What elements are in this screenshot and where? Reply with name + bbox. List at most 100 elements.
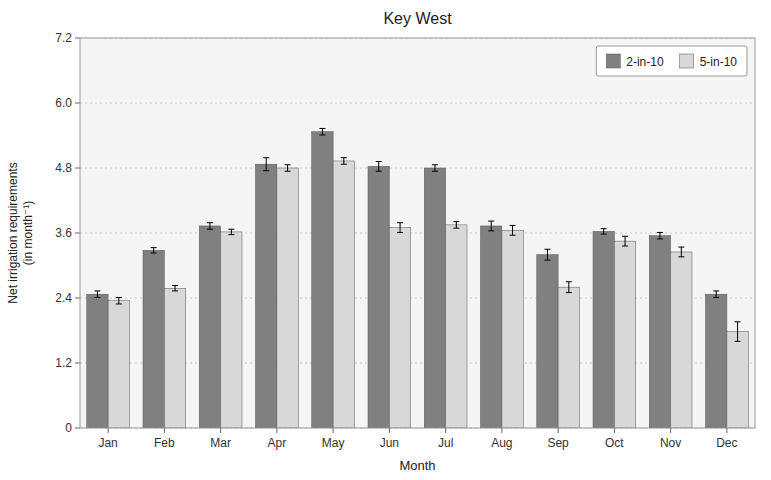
bar xyxy=(312,132,333,428)
error-line xyxy=(231,229,232,234)
x-tick xyxy=(164,428,165,433)
error-line xyxy=(512,225,513,235)
error-cap xyxy=(341,164,347,165)
bar xyxy=(537,255,558,428)
grid xyxy=(80,38,755,428)
error-cap xyxy=(94,297,100,298)
title: Key West xyxy=(383,10,452,27)
x-tick xyxy=(558,428,559,433)
error-bar xyxy=(172,286,178,291)
x-tick-label: Nov xyxy=(660,436,681,450)
error-cap xyxy=(116,297,122,298)
bar xyxy=(614,241,635,428)
bars xyxy=(87,128,749,428)
error-bar xyxy=(228,229,234,234)
error-line xyxy=(625,236,626,246)
error-line xyxy=(737,322,738,342)
bar xyxy=(87,294,108,428)
x-tick-label: Aug xyxy=(491,436,512,450)
error-cap xyxy=(432,171,438,172)
error-line xyxy=(603,229,604,234)
error-cap xyxy=(341,157,347,158)
y-axis: 01.22.43.64.86.07.2 xyxy=(55,31,80,435)
error-line xyxy=(716,291,717,298)
error-cap xyxy=(228,234,234,235)
bar xyxy=(221,232,242,428)
error-line xyxy=(568,282,569,293)
error-cap xyxy=(228,229,234,230)
error-bar xyxy=(432,165,438,172)
error-line xyxy=(266,158,267,171)
error-line xyxy=(434,165,435,172)
error-cap xyxy=(397,232,403,233)
y-axis-label-line: (in month⁻¹) xyxy=(21,201,35,265)
series xyxy=(87,128,727,428)
y-axis-label: Net irrigation requirements(in month⁻¹) xyxy=(6,162,35,303)
bar xyxy=(389,228,410,428)
x-tick-label: Mar xyxy=(210,436,231,450)
error-cap xyxy=(172,290,178,291)
error-cap xyxy=(172,285,178,286)
error-cap xyxy=(566,281,572,282)
error-bar xyxy=(488,221,494,231)
x-tick xyxy=(333,428,334,433)
error-line xyxy=(118,297,119,304)
legend-swatch xyxy=(606,54,620,68)
x-tick xyxy=(501,428,502,433)
chart: 01.22.43.64.86.07.2JanFebMarAprMayJunJul… xyxy=(0,0,771,480)
error-cap xyxy=(319,128,325,129)
error-line xyxy=(378,162,379,172)
error-bar xyxy=(622,236,628,246)
y-tick-label: 1.2 xyxy=(55,356,72,370)
error-bar xyxy=(285,165,291,172)
error-bar xyxy=(151,248,157,253)
error-cap xyxy=(601,234,607,235)
error-cap xyxy=(207,222,213,223)
y-tick-label: 6.0 xyxy=(55,96,72,110)
bar xyxy=(424,168,445,428)
x-tick-label: Sep xyxy=(547,436,569,450)
error-cap xyxy=(622,236,628,237)
error-bar xyxy=(453,222,459,229)
bar xyxy=(143,250,164,428)
error-cap xyxy=(453,228,459,229)
error-bar xyxy=(510,225,516,235)
error-cap xyxy=(566,292,572,293)
y-tick-label: 2.4 xyxy=(55,291,72,305)
error-cap xyxy=(285,171,291,172)
bar xyxy=(333,161,354,428)
legend-swatch xyxy=(680,54,694,68)
error-line xyxy=(547,249,548,260)
bar xyxy=(671,252,692,428)
y-tick xyxy=(75,363,80,364)
error-cap xyxy=(510,235,516,236)
bar xyxy=(706,294,727,428)
error-cap xyxy=(678,256,684,257)
error-cap xyxy=(207,229,213,230)
error-bar xyxy=(397,223,403,233)
error-cap xyxy=(453,221,459,222)
bar xyxy=(368,166,389,428)
error-line xyxy=(400,223,401,233)
error-cap xyxy=(657,238,663,239)
y-tick-label: 3.6 xyxy=(55,226,72,240)
bar xyxy=(446,225,467,428)
y-tick xyxy=(75,168,80,169)
x-tick xyxy=(445,428,446,433)
error-cap xyxy=(622,246,628,247)
plot-area xyxy=(80,38,755,428)
bar xyxy=(481,226,502,428)
error-cap xyxy=(263,157,269,158)
error-cap xyxy=(735,341,741,342)
error-cap xyxy=(735,321,741,322)
bar xyxy=(256,164,277,428)
bar xyxy=(502,230,523,428)
error-bar xyxy=(116,297,122,304)
error-cap xyxy=(397,222,403,223)
legend: 2-in-105-in-10 xyxy=(596,46,747,76)
error-cap xyxy=(376,161,382,162)
error-cap xyxy=(263,170,269,171)
error-line xyxy=(153,248,154,253)
x-tick-label: Jan xyxy=(98,436,117,450)
bar xyxy=(649,236,670,428)
